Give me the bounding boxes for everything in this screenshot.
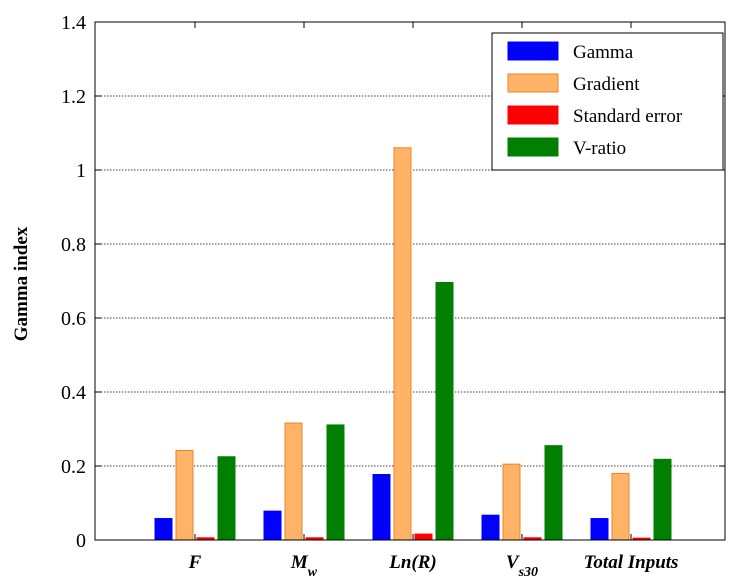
bar-v-ratio xyxy=(435,281,454,541)
bar-v-ratio xyxy=(217,456,236,541)
x-tick-label: Vs30 xyxy=(506,552,538,580)
y-tick-label: 0.2 xyxy=(61,456,86,478)
bar-gamma xyxy=(481,514,500,541)
y-tick-labels: 0 0.2 0.4 0.6 0.8 1 1.2 1.4 xyxy=(61,12,86,552)
y-tick-label: 0.8 xyxy=(61,234,86,256)
bars xyxy=(154,147,672,541)
y-tick-label: 0 xyxy=(76,530,86,552)
y-tick-label: 0.4 xyxy=(61,382,86,404)
x-tick-labels: F Mw Ln(R) Vs30 Total Inputs xyxy=(188,552,679,580)
y-axis-label: Gamma index xyxy=(11,226,32,341)
legend-swatch xyxy=(507,73,559,93)
y-tick-label: 0.6 xyxy=(61,308,86,330)
legend-swatch xyxy=(507,137,559,157)
bar-gamma xyxy=(372,474,391,541)
bar-standard-error xyxy=(414,533,433,541)
bar-gradient xyxy=(502,463,521,541)
x-tick-label: F xyxy=(188,552,202,573)
bar-v-ratio xyxy=(544,445,563,541)
bar-gradient xyxy=(284,422,303,541)
bar-v-ratio xyxy=(326,424,345,541)
plot-area-frame xyxy=(94,21,726,541)
legend-swatch xyxy=(507,41,559,61)
bar-gradient xyxy=(175,449,194,541)
bar-gamma xyxy=(590,518,609,541)
x-tick-label: Ln(R) xyxy=(388,552,437,573)
legend: Gamma Gradient Standard error V-ratio xyxy=(491,32,724,171)
bar-gamma xyxy=(263,510,282,541)
y-tick-label: 1 xyxy=(76,160,86,182)
legend-label: Gradient xyxy=(573,74,640,95)
legend-swatch xyxy=(507,105,559,125)
bar-gradient xyxy=(611,472,630,541)
bar-gradient xyxy=(393,147,412,541)
y-tick-label: 1.2 xyxy=(61,86,86,108)
x-tick-label: Total Inputs xyxy=(584,552,679,573)
y-tick-label: 1.4 xyxy=(61,12,86,34)
x-tick-label: Mw xyxy=(290,552,318,580)
bar-v-ratio xyxy=(653,458,672,541)
legend-label: V-ratio xyxy=(573,138,626,159)
legend-label: Gamma xyxy=(573,42,634,63)
bar-gamma xyxy=(154,518,173,541)
axis-ticks xyxy=(95,21,725,541)
legend-label: Standard error xyxy=(573,106,683,127)
